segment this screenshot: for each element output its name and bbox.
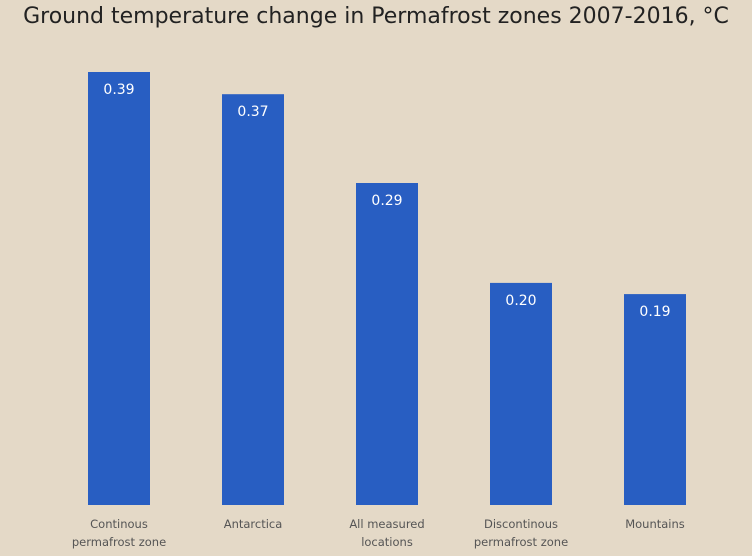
bar-value-label-2: 0.29	[371, 193, 402, 209]
category-label-1: Antarctica	[224, 517, 283, 531]
bar-3	[490, 282, 552, 505]
category-label-0: Continous permafrost zone	[72, 517, 166, 549]
bar-value-label-3: 0.20	[505, 293, 536, 309]
bar-1	[222, 94, 284, 505]
category-label-4: Mountains	[625, 517, 685, 531]
bar-value-label-0: 0.39	[103, 82, 134, 98]
bar-0	[88, 72, 150, 505]
category-label-2: All measured locations	[349, 517, 424, 549]
bar-value-label-1: 0.37	[237, 104, 268, 120]
bar-4	[624, 294, 686, 505]
bar-value-label-4: 0.19	[639, 304, 670, 320]
chart-title: Ground temperature change in Permafrost …	[23, 4, 729, 29]
bar-2	[356, 183, 418, 505]
category-label-3: Discontinous permafrost zone	[474, 517, 568, 549]
